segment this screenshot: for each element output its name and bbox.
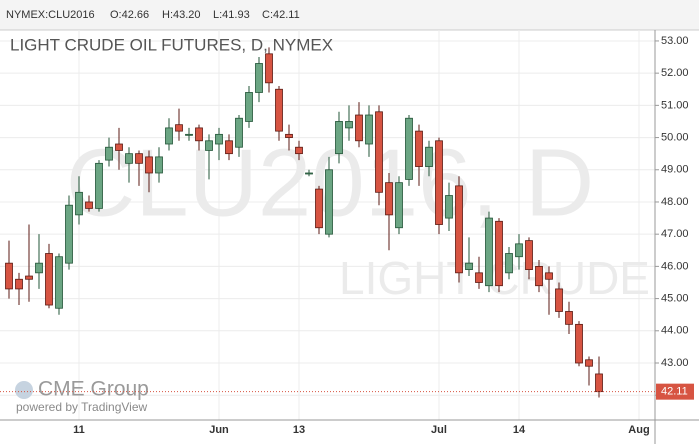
candle-body [565,311,573,325]
candle-body [365,114,373,145]
candle-body [155,156,163,174]
candle-body [415,130,423,167]
candle-body [245,92,253,122]
candle-body [395,182,403,229]
candle-body [165,127,173,145]
candle-body [305,172,313,175]
candle-body [465,262,473,271]
x-tick-label: Jul [431,424,447,436]
logo: CME Group [38,378,149,401]
candle-body [65,204,73,264]
candle-body [195,127,203,142]
candle-body [475,272,483,283]
y-tick-label: 49.00 [661,164,689,176]
y-tick-label: 50.00 [661,131,689,143]
candles [5,47,603,398]
candle-body [575,323,583,364]
candle-body [185,133,193,136]
candle-body [445,195,453,219]
candle-body [175,124,183,132]
candle-body [535,265,543,287]
y-tick-label: 52.00 [661,67,689,79]
credit: powered by TradingView [16,400,148,414]
candle-body [555,288,563,312]
candle-body [45,253,53,306]
candle-body [145,156,153,174]
y-tick-label: 44.00 [661,325,689,337]
candle-body [285,133,293,138]
candle-body [75,191,83,216]
close-value: C:42.11 [262,9,300,21]
header-bar [0,0,699,30]
candle-body [215,133,223,145]
candle-body [425,146,433,167]
logo-icon [15,381,33,399]
candle-body [385,182,393,216]
candle-body [235,117,243,148]
candle-body [495,220,503,287]
candle-body [95,162,103,209]
candle-body [375,111,383,193]
y-tick-label: 48.00 [661,196,689,208]
candle-body [355,114,363,142]
candle-body [85,201,93,209]
x-tick-label: Aug [628,424,649,436]
candle-body [115,143,123,151]
candle-body [295,146,303,155]
candle-body [5,262,13,290]
x-tick-label: 14 [513,424,526,436]
candle-body [345,121,353,129]
candle-body [435,140,443,225]
candle-body [595,373,603,393]
candle-body [335,121,343,155]
candle-body [105,146,113,161]
candle-body [585,359,593,367]
high-value: H:43.20 [162,9,201,21]
candle-body [275,88,283,132]
chart-title: LIGHT CRUDE OIL FUTURES, D, NYMEX [10,35,333,54]
candle-body [315,188,323,229]
candle-body [455,185,463,274]
candle-body [405,117,413,180]
candle-body [15,278,23,290]
y-tick-label: 46.00 [661,260,689,272]
candle-body [515,243,523,258]
candle-body [525,240,533,271]
y-tick-label: 51.00 [661,99,689,111]
candle-body [545,272,553,280]
candle-body [135,153,143,164]
candle-body [25,275,33,280]
last-price-label: 42.11 [661,386,688,398]
y-tick-label: 53.00 [661,35,689,47]
candle-body [505,253,513,274]
open-value: O:42.66 [110,9,149,21]
candle-body [35,262,43,274]
watermark-sub: LIGHT CRUDE [339,252,650,304]
candle-body [205,140,213,151]
x-tick-label: 13 [293,424,305,436]
y-tick-label: 45.00 [661,292,689,304]
candle-body [225,140,233,155]
candle-body [485,217,493,287]
candle-body [125,153,133,164]
x-tick-label: 11 [73,424,85,436]
candle-body [265,53,273,84]
symbol: NYMEX:CLU2016 [6,9,95,21]
y-tick-label: 47.00 [661,228,689,240]
grid [0,30,655,420]
candle-body [325,169,333,235]
x-tick-label: Jun [209,424,229,436]
y-tick-label: 43.00 [661,357,689,369]
candle-body [255,63,263,93]
candle-body [55,256,63,309]
low-value: L:41.93 [213,9,250,21]
last-price-box [656,383,694,400]
